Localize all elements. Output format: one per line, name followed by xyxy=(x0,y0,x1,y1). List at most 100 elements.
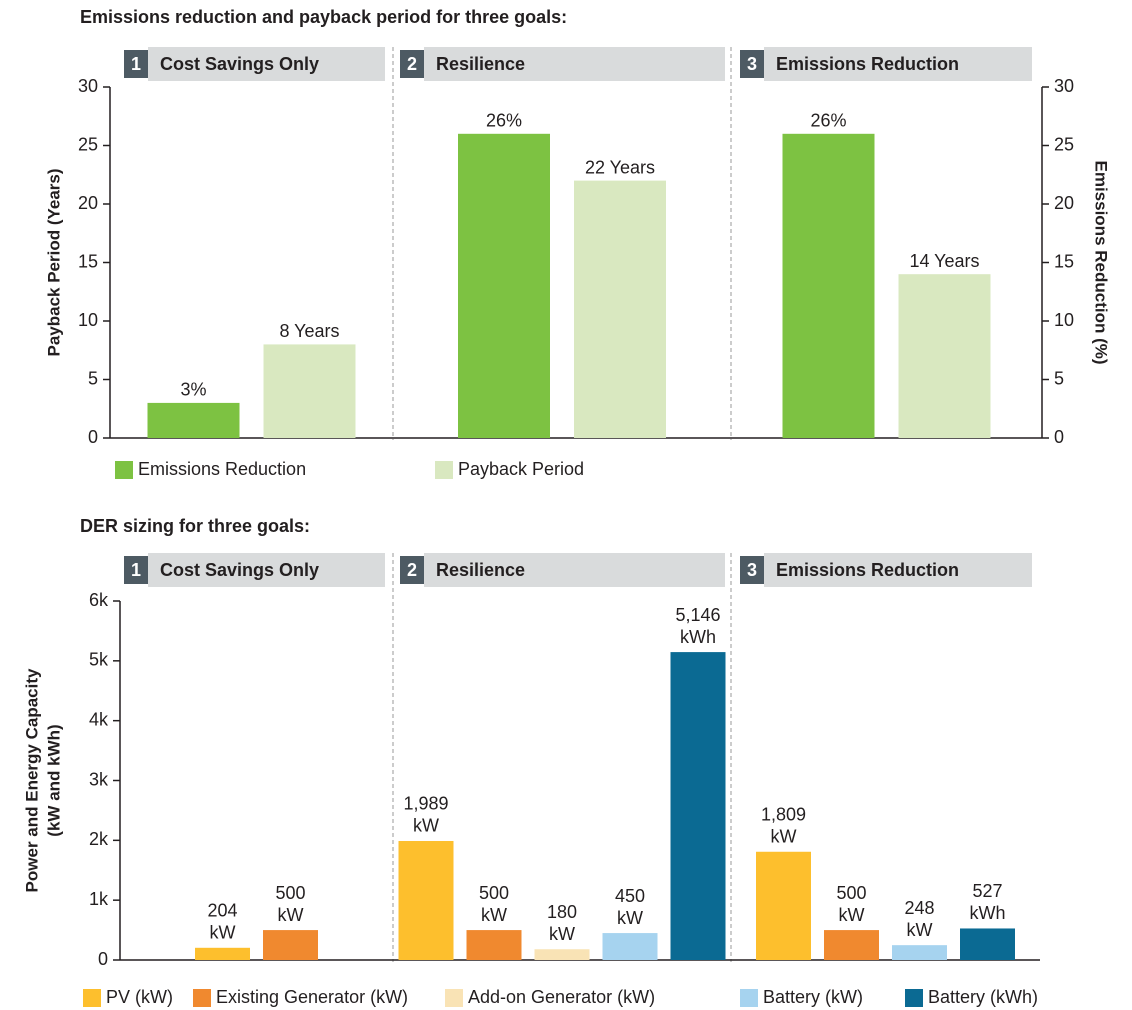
value-label: 1,989 xyxy=(403,794,448,814)
value-label: 500 xyxy=(836,883,866,903)
y-tick-label: 25 xyxy=(78,134,98,154)
legend-swatch xyxy=(83,989,101,1007)
legend-label: Battery (kWh) xyxy=(928,987,1038,1007)
value-label: 22 Years xyxy=(585,157,655,177)
header-label: Resilience xyxy=(436,560,525,580)
y-tick-label: 0 xyxy=(98,949,108,969)
bar xyxy=(398,840,454,960)
value-label: 5,146 xyxy=(675,605,720,625)
y-tick-label: 3k xyxy=(89,769,109,789)
value-label: 180 xyxy=(547,902,577,922)
y-tick-label: 10 xyxy=(78,310,98,330)
header-label: Resilience xyxy=(436,54,525,74)
bar xyxy=(263,930,318,960)
chart-title: DER sizing for three goals: xyxy=(80,516,310,536)
y2-tick-label: 0 xyxy=(1054,427,1064,447)
y2-tick-label: 15 xyxy=(1054,251,1074,271)
y-tick-label: 4k xyxy=(89,709,109,729)
bar xyxy=(263,344,356,438)
legend-label: PV (kW) xyxy=(106,987,173,1007)
legend-swatch xyxy=(905,989,923,1007)
value-label: 500 xyxy=(275,883,305,903)
header-band xyxy=(764,553,1032,587)
value-label: kW xyxy=(907,920,933,940)
header-badge xyxy=(400,50,424,78)
header-band xyxy=(424,47,725,81)
value-label: 527 xyxy=(972,881,1002,901)
bar xyxy=(670,652,726,960)
header-label: Emissions Reduction xyxy=(776,54,959,74)
y-tick-label: 5k xyxy=(89,650,109,670)
header-band xyxy=(148,47,385,81)
legend-swatch xyxy=(115,461,133,479)
y2-tick-label: 30 xyxy=(1054,76,1074,96)
value-label: kW xyxy=(549,924,575,944)
bar xyxy=(195,947,250,960)
y-tick-label: 1k xyxy=(89,889,109,909)
y-tick-label: 15 xyxy=(78,251,98,271)
y2-tick-label: 25 xyxy=(1054,134,1074,154)
header-label: Emissions Reduction xyxy=(776,560,959,580)
bar xyxy=(466,930,522,960)
value-label: 26% xyxy=(486,111,522,131)
value-label: 8 Years xyxy=(279,321,339,341)
bar xyxy=(602,933,658,960)
y-tick-label: 6k xyxy=(89,590,109,610)
header-badge xyxy=(740,50,764,78)
y-tick-label: 2k xyxy=(89,829,109,849)
y-tick-label: 30 xyxy=(78,76,98,96)
y-tick-label: 5 xyxy=(88,368,98,388)
value-label: 450 xyxy=(615,886,645,906)
value-label: 204 xyxy=(207,901,237,921)
bar xyxy=(458,133,550,439)
bar xyxy=(574,180,666,438)
legend-swatch xyxy=(435,461,453,479)
header-band xyxy=(148,553,385,587)
bar xyxy=(960,928,1015,960)
value-label: kW xyxy=(617,908,643,928)
legend-label: Emissions Reduction xyxy=(138,459,306,479)
value-label: 14 Years xyxy=(909,251,979,271)
header-number: 3 xyxy=(747,54,757,74)
header-badge xyxy=(124,50,148,78)
bar xyxy=(756,851,811,960)
value-label: kW xyxy=(413,816,439,836)
header-band xyxy=(764,47,1032,81)
value-label: kW xyxy=(771,827,797,847)
value-label: kW xyxy=(278,905,304,925)
header-badge xyxy=(124,556,148,584)
bar xyxy=(892,945,947,960)
value-label: 1,809 xyxy=(761,805,806,825)
value-label: kWh xyxy=(970,903,1006,923)
value-label: 500 xyxy=(479,883,509,903)
value-label: 26% xyxy=(810,111,846,131)
header-number: 3 xyxy=(747,560,757,580)
legend-swatch xyxy=(193,989,211,1007)
y2-tick-label: 10 xyxy=(1054,310,1074,330)
y-tick-label: 0 xyxy=(88,427,98,447)
y-tick-label: 20 xyxy=(78,193,98,213)
value-label: kW xyxy=(481,905,507,925)
header-number: 1 xyxy=(131,560,141,580)
header-label: Cost Savings Only xyxy=(160,54,319,74)
chart-title: Emissions reduction and payback period f… xyxy=(80,7,567,27)
y-axis-label: Payback Period (Years) xyxy=(44,168,63,356)
legend-label: Existing Generator (kW) xyxy=(216,987,408,1007)
y2-axis-label: Emissions Reduction (%) xyxy=(1092,160,1111,364)
header-badge xyxy=(400,556,424,584)
header-number: 1 xyxy=(131,54,141,74)
y2-tick-label: 5 xyxy=(1054,368,1064,388)
y-axis-label: (kW and kWh) xyxy=(44,724,63,836)
bar xyxy=(147,402,240,438)
legend-label: Add-on Generator (kW) xyxy=(468,987,655,1007)
legend-label: Payback Period xyxy=(458,459,584,479)
header-number: 2 xyxy=(407,560,417,580)
header-label: Cost Savings Only xyxy=(160,560,319,580)
y2-tick-label: 20 xyxy=(1054,193,1074,213)
legend-swatch xyxy=(740,989,758,1007)
header-band xyxy=(424,553,725,587)
header-badge xyxy=(740,556,764,584)
value-label: kW xyxy=(210,923,236,943)
header-number: 2 xyxy=(407,54,417,74)
